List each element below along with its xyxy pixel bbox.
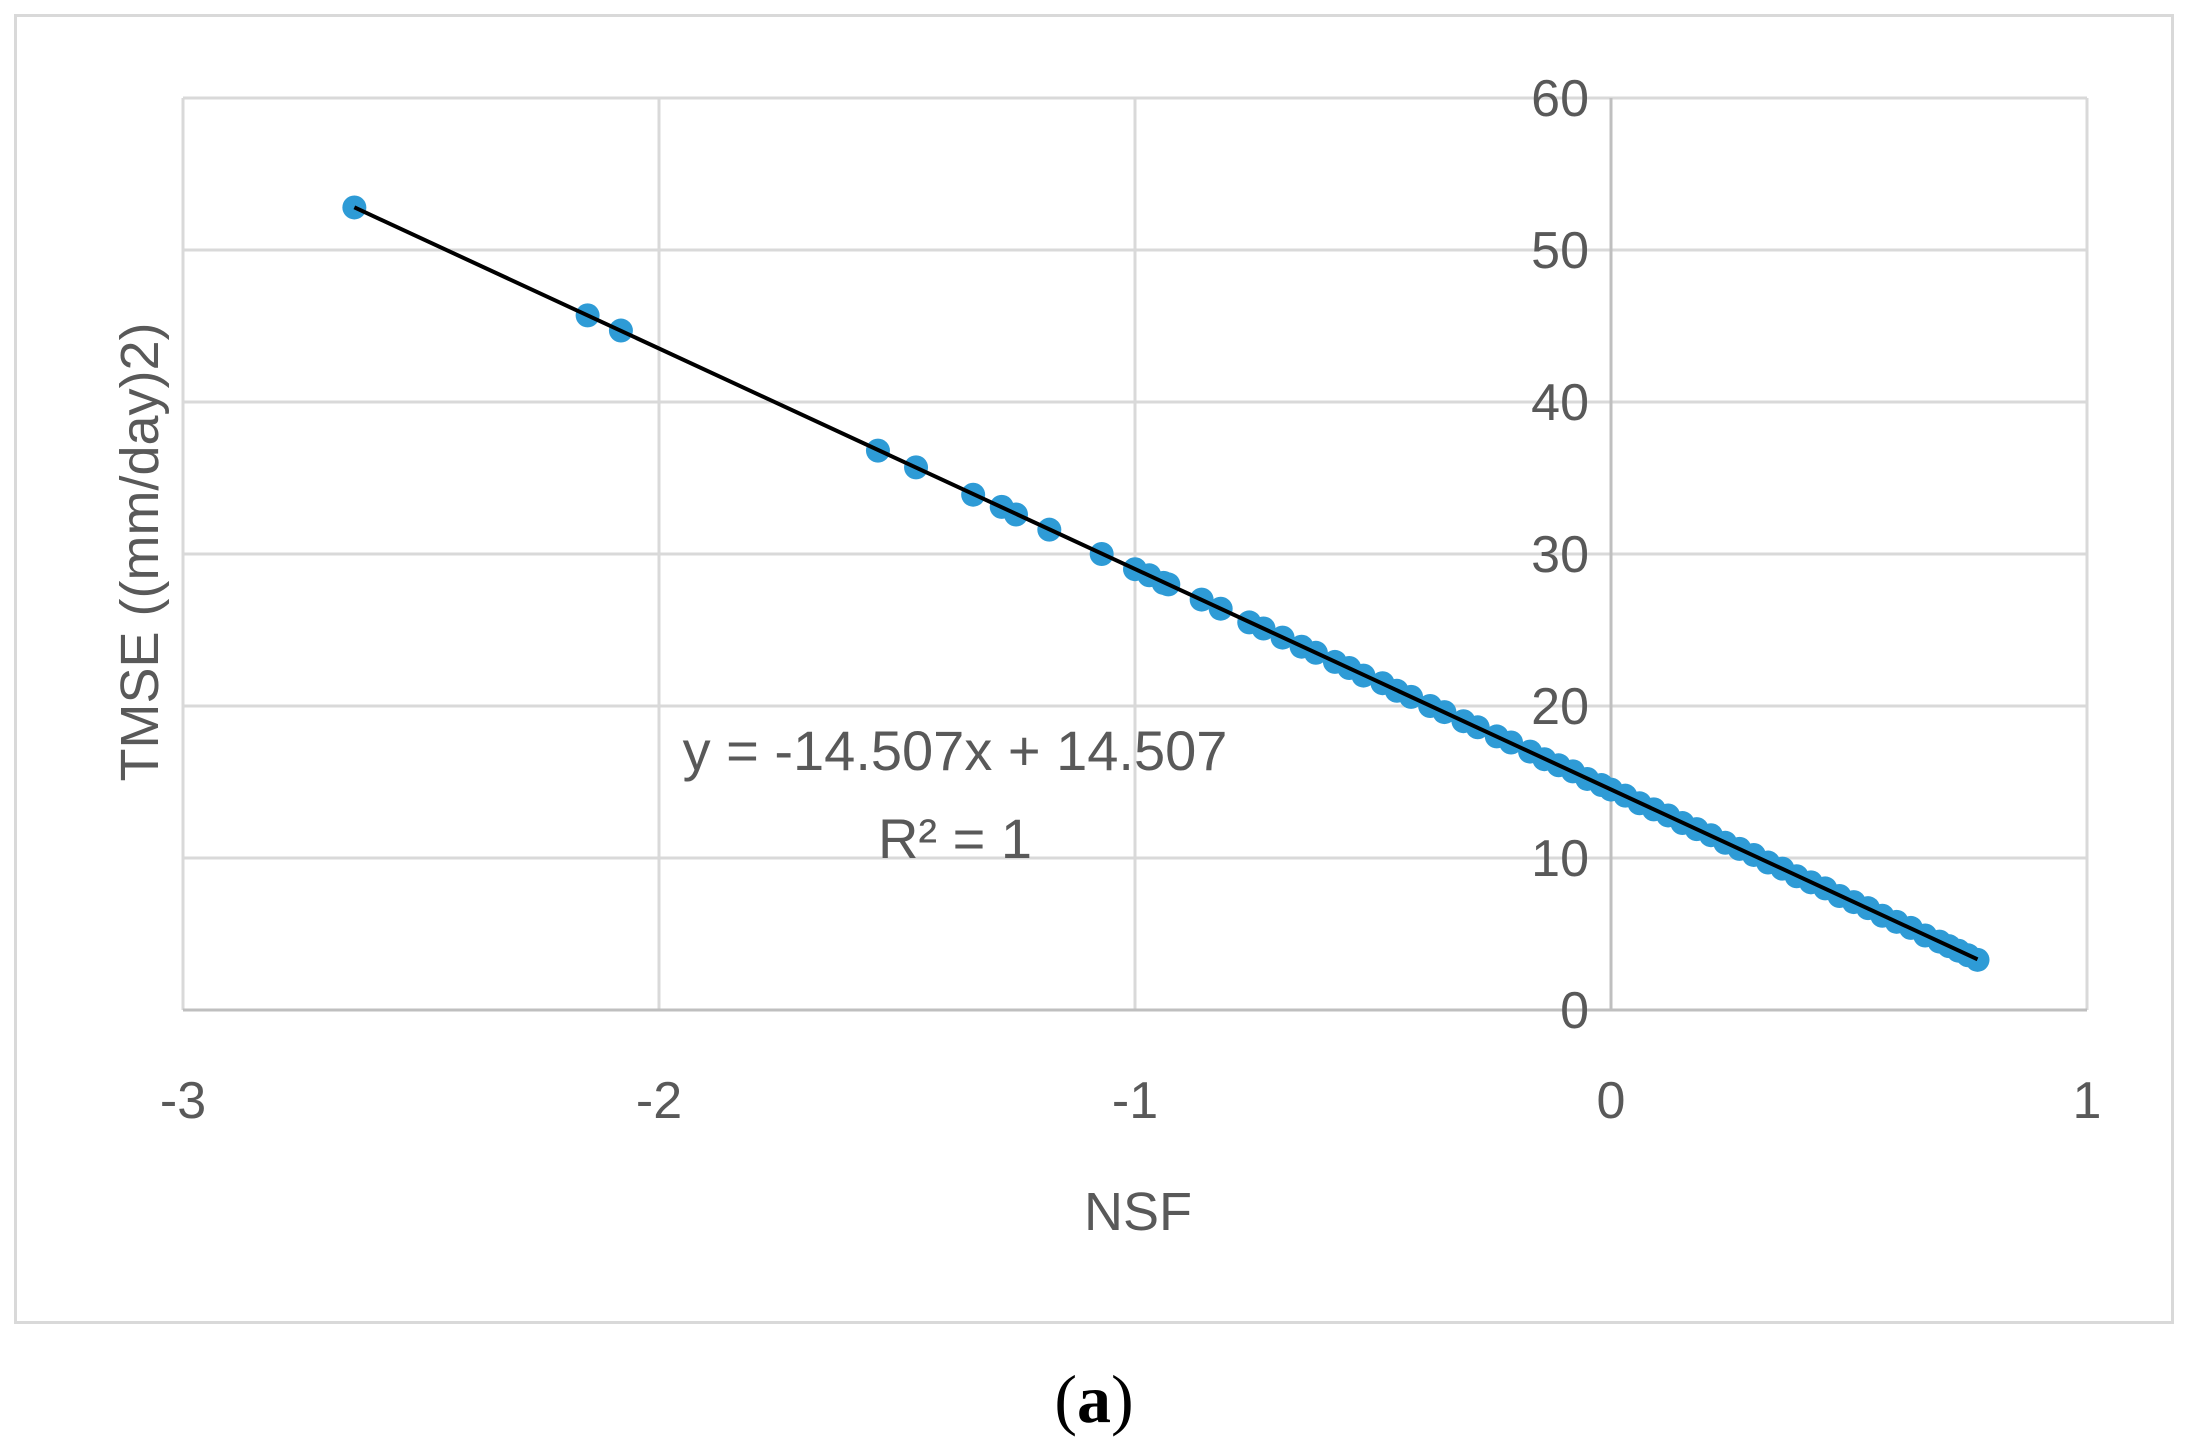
- figure-caption: (a): [1054, 1361, 1133, 1437]
- x-tick-label: 1: [2073, 1072, 2102, 1130]
- x-tick-label: 0: [1597, 1072, 1626, 1130]
- x-tick-label: -2: [636, 1072, 682, 1130]
- trendline-layer: [353, 205, 1979, 962]
- y-tick-label: 50: [1531, 222, 1589, 280]
- y-tick-label: 30: [1531, 526, 1589, 584]
- tick-labels: 0 10 20 30 40 50 60 -3 -2 -1 0 1: [160, 70, 2102, 1130]
- axis-layer: [183, 98, 2087, 1012]
- y-tick-label: 40: [1531, 374, 1589, 432]
- y-axis-title: TMSE ((mm/day)2): [110, 323, 170, 782]
- y-tick-label: 20: [1531, 678, 1589, 736]
- x-axis-title: NSF: [1084, 1182, 1192, 1242]
- r-squared-label: R² = 1: [878, 807, 1032, 870]
- y-tick-label: 60: [1531, 70, 1589, 128]
- y-tick-label: 10: [1531, 830, 1589, 888]
- chart-frame: [14, 14, 2174, 1324]
- x-tick-label: -1: [1112, 1072, 1158, 1130]
- data-point: [1965, 947, 1990, 972]
- x-tick-label: -3: [160, 1072, 206, 1130]
- trendline-equation: y = -14.507x + 14.507: [683, 719, 1228, 782]
- trendline: [353, 205, 1979, 962]
- y-tick-label: 0: [1560, 982, 1589, 1040]
